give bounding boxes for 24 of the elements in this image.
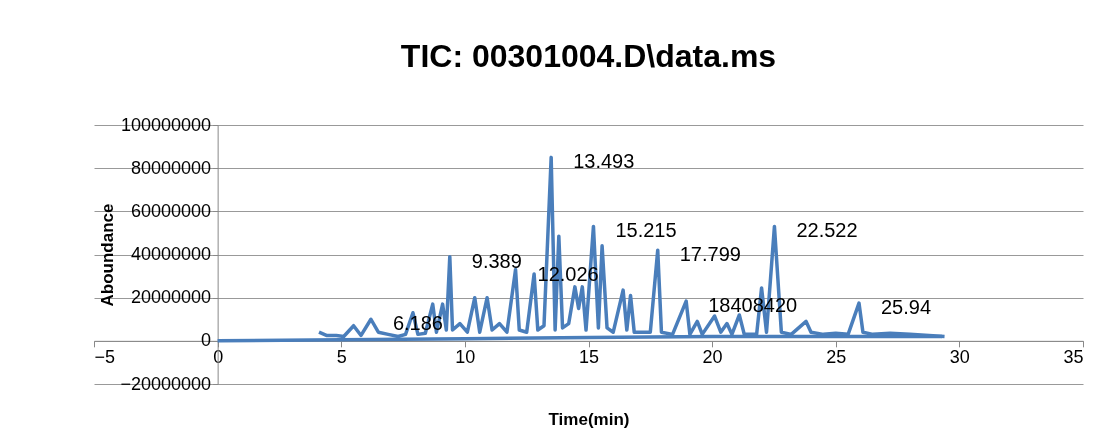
y-axis-title: Aboundance: [97, 203, 117, 307]
annotation: 9.389: [471, 249, 522, 272]
annotation: 22.522: [796, 219, 858, 242]
x-tick-label: 10: [455, 347, 476, 368]
x-tick-label: 25: [826, 347, 847, 368]
x-tick-label: 15: [578, 347, 600, 368]
y-tick-label: 20000000: [131, 287, 212, 308]
y-tick-label: 40000000: [131, 244, 212, 264]
x-axis-title: Time(min): [548, 410, 630, 430]
y-tick-label: 80000000: [131, 157, 212, 178]
y-tick-label: −20000000: [120, 373, 212, 394]
annotation: 13.493: [573, 150, 635, 173]
x-tick-label: 30: [949, 347, 970, 368]
y-tick-label: 0: [201, 330, 212, 351]
x-tick-label: 20: [702, 347, 723, 368]
x-tick-label: 35: [1063, 347, 1084, 368]
x-tick-label: −5: [94, 347, 116, 368]
annotation: 15.215: [615, 219, 677, 242]
x-tick-label: 5: [336, 347, 347, 368]
annotation: 17.799: [679, 243, 741, 266]
y-tick-label: 60000000: [131, 200, 212, 221]
annotation: 25.94: [880, 296, 932, 319]
y-tick-label: 100000000: [121, 114, 212, 135]
chart-title: TIC: 00301004.D\data.ms: [400, 38, 777, 74]
